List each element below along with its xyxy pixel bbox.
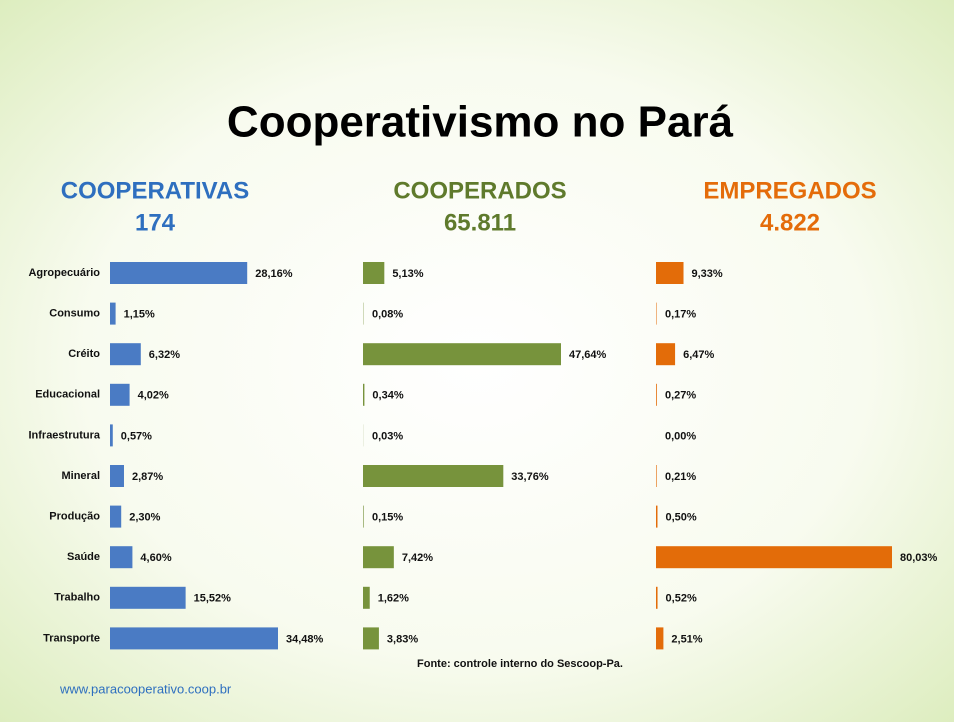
bar [110,627,278,649]
source-note: Fonte: controle interno do Sescoop-Pa. [417,658,623,670]
value-label: 0,27% [665,390,696,402]
value-label: 2,87% [132,471,163,483]
value-label: 3,83% [387,633,418,645]
category-label: Infraestrutura [28,429,100,441]
bar [656,262,684,284]
value-label: 0,50% [665,512,696,524]
bar [363,506,364,528]
value-label: 0,17% [665,309,696,321]
value-label: 2,51% [671,633,702,645]
slide: Cooperativismo no Pará Fonte: controle i… [0,0,954,722]
category-label: Agropecuário [28,267,100,279]
value-label: 0,21% [665,471,696,483]
value-label: 0,03% [372,430,403,442]
value-label: 0,00% [665,430,696,442]
value-label: 15,52% [194,593,232,605]
bar [363,343,561,365]
bar [110,384,130,406]
value-label: 47,64% [569,349,607,361]
slide-title: Cooperativismo no Pará [227,98,734,147]
bar [656,506,657,528]
value-label: 4,02% [138,390,169,402]
category-label: Mineral [61,470,100,482]
category-label: Saúde [67,551,100,563]
value-label: 5,13% [392,268,423,280]
bar [363,384,364,406]
value-label: 6,47% [683,349,714,361]
chart-title: COOPERATIVAS [61,177,249,204]
value-label: 28,16% [255,268,293,280]
bar [110,546,132,568]
category-label: Trabalho [54,592,100,604]
category-label: Produção [49,511,100,523]
value-label: 0,34% [372,390,403,402]
bar [110,506,121,528]
value-label: 7,42% [402,552,433,564]
value-label: 2,30% [129,512,160,524]
bar [110,303,116,325]
value-label: 34,48% [286,633,324,645]
bar [110,424,113,446]
value-label: 0,52% [666,593,697,605]
category-label: Consumo [49,308,100,320]
value-label: 80,03% [900,552,938,564]
value-label: 6,32% [149,349,180,361]
value-label: 0,57% [121,430,152,442]
category-label: Transporte [43,632,100,644]
value-label: 9,33% [692,268,723,280]
bar [363,546,394,568]
bar [110,262,247,284]
bar [110,587,186,609]
value-label: 33,76% [511,471,549,483]
bar [363,465,503,487]
value-label: 1,62% [378,593,409,605]
chart-subtitle: 65.811 [444,209,516,236]
bar [656,465,657,487]
value-label: 4,60% [140,552,171,564]
bar [363,262,384,284]
bar [656,587,658,609]
bar [363,627,379,649]
value-label: 1,15% [124,309,155,321]
category-label: Educacional [35,389,100,401]
bar [656,343,675,365]
bar [110,465,124,487]
bar [656,627,663,649]
chart-title: COOPERADOS [393,177,566,204]
site-url: www.paracooperativo.coop.br [59,681,232,696]
bar [656,303,657,325]
value-label: 0,15% [372,512,403,524]
chart-title: EMPREGADOS [703,177,876,204]
chart-subtitle: 174 [135,209,176,236]
bar [656,546,892,568]
category-label: Créito [68,348,100,360]
bar [110,343,141,365]
chart-subtitle: 4.822 [760,209,820,236]
value-label: 0,08% [372,309,403,321]
bar [363,587,370,609]
bar [656,384,657,406]
